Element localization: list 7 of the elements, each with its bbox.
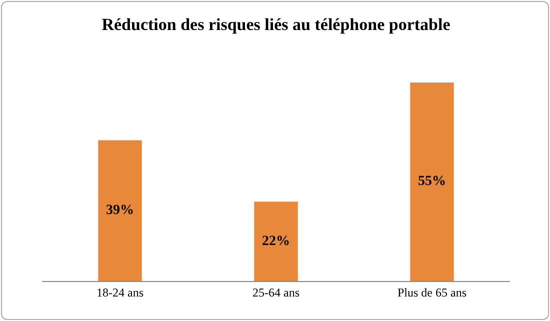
data-label: 55%	[418, 174, 446, 190]
x-tick-label: Plus de 65 ans	[398, 285, 467, 300]
chart-title: Réduction des risques liés au téléphone portable	[102, 14, 451, 34]
x-tick-label: 18-24 ans	[96, 285, 144, 300]
data-label: 39%	[106, 203, 134, 218]
x-tick-label: 25-64 ans	[252, 285, 300, 300]
data-label: 22%	[262, 234, 290, 249]
